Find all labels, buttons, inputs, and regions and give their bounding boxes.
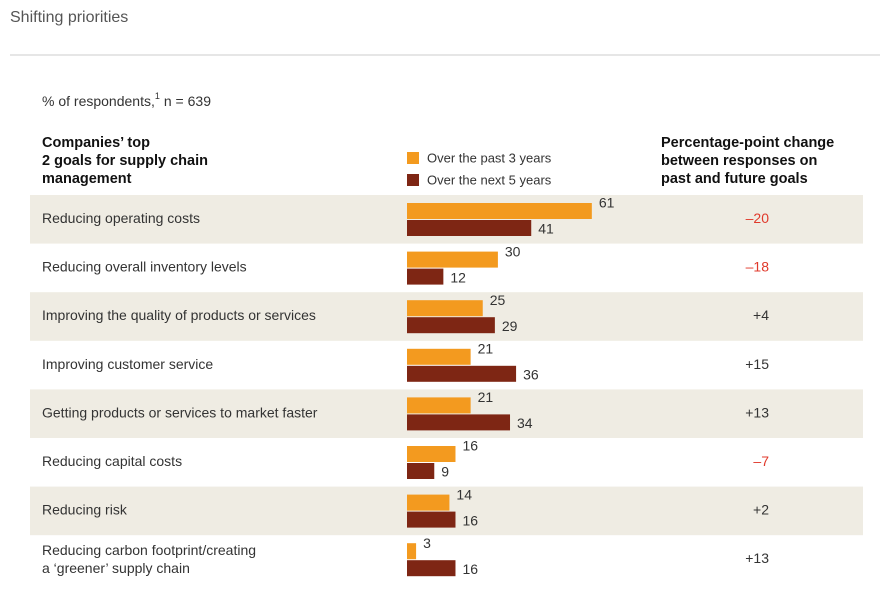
column-header: 2 goals for supply chain [42,153,208,169]
category-label: Reducing capital costs [42,453,182,469]
bar [407,268,444,285]
change-label: +13 [745,550,769,566]
value-label: 25 [490,292,506,308]
change-label: +15 [745,356,769,372]
subtitle-text: % of respondents, [42,93,155,109]
value-label: 14 [456,486,472,502]
chart-title: Shifting priorities [10,9,128,26]
bar [407,300,483,317]
change-label: +13 [745,404,769,420]
value-label: 21 [478,341,494,357]
value-label: 9 [441,464,449,480]
category-label: Reducing operating costs [42,210,200,226]
bar [407,251,498,268]
bar [407,511,456,528]
value-label: 3 [423,535,431,551]
bar [407,317,495,334]
category-label: Reducing carbon footprint/creating [42,542,256,558]
legend-swatch [407,152,419,164]
row-background [30,486,863,536]
category-label: Getting products or services to market f… [42,404,318,420]
change-label: –7 [753,453,769,469]
legend-label: Over the past 3 years [427,150,552,165]
value-label: 16 [462,438,478,454]
value-label: 16 [462,512,478,528]
category-label: Reducing overall inventory levels [42,259,247,275]
bar [407,494,450,511]
column-header: between responses on [661,153,817,169]
legend-label: Over the next 5 years [427,172,552,187]
category-label: Reducing risk [42,502,128,518]
column-header: management [42,171,132,187]
category-label: a ‘greener’ supply chain [42,560,190,576]
value-label: 16 [462,561,478,577]
bar [407,463,435,479]
value-label: 30 [505,243,521,259]
bar [407,365,517,382]
bar [407,203,592,219]
subtitle: % of respondents,1 n = 639 [42,91,211,108]
category-label: Improving the quality of products or ser… [42,307,316,323]
bar [407,397,471,414]
bar [407,543,417,560]
value-label: 29 [502,318,518,334]
value-label: 36 [523,367,539,383]
value-label: 12 [450,269,466,285]
change-label: +4 [753,307,769,323]
category-label: Improving customer service [42,356,213,372]
bar [407,414,511,431]
value-label: 41 [538,221,554,237]
footnote-marker: 1 [155,91,160,101]
bar [407,220,532,236]
value-label: 34 [517,415,533,431]
legend-swatch [407,174,419,186]
change-label: –18 [746,259,770,275]
value-label: 21 [478,389,494,405]
bar [407,348,471,365]
bar [407,446,456,462]
bar [407,560,456,577]
subtitle-n: n = 639 [164,93,211,109]
change-label: +2 [753,502,769,518]
column-header: Percentage-point change [661,135,834,151]
column-header: Companies’ top [42,135,150,151]
change-label: –20 [746,210,770,226]
value-label: 61 [599,195,615,211]
column-header: past and future goals [661,171,808,187]
